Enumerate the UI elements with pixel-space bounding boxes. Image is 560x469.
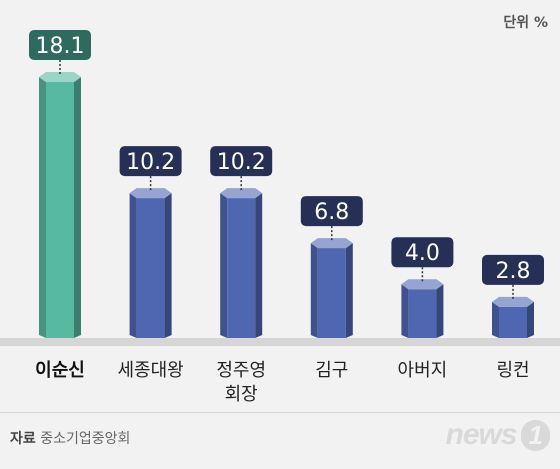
value-label: 4.0 <box>405 241 440 266</box>
value-label-box <box>29 30 91 60</box>
bar <box>317 248 346 338</box>
value-label: 6.8 <box>314 200 349 225</box>
bar-side-left <box>220 193 228 338</box>
value-label: 10.2 <box>126 150 175 175</box>
value-label: 18.1 <box>36 34 85 59</box>
value-label-box <box>391 237 454 268</box>
bar-side-right <box>436 284 444 338</box>
baseline <box>0 338 560 346</box>
bar-cap <box>39 72 81 82</box>
bar-cap <box>129 188 172 199</box>
bar-side-left <box>129 193 137 338</box>
logo-text: news <box>445 418 518 451</box>
bar <box>227 198 256 338</box>
value-label-box <box>300 196 363 227</box>
category-label: 정주영 <box>216 360 266 381</box>
bar-side-left <box>39 77 46 338</box>
value-label: 2.8 <box>496 259 531 284</box>
category-label: 회장 <box>225 384 258 405</box>
bar-cap <box>492 296 534 307</box>
news1-logo: news 1 <box>445 418 550 452</box>
category-label: 김구 <box>315 360 348 381</box>
bar-cap <box>310 238 353 249</box>
bar-side-right <box>345 243 353 338</box>
bar-side-left <box>401 284 409 338</box>
bar-cap <box>220 188 263 199</box>
source-text: 중소기업중앙회 <box>40 431 131 447</box>
unit-label: 단위 % <box>503 15 548 31</box>
bar-side-right <box>255 193 263 338</box>
bar-side-right <box>164 193 172 338</box>
value-label-box <box>119 146 182 177</box>
category-label: 아버지 <box>398 360 448 381</box>
category-label: 링컨 <box>496 360 529 381</box>
bar-side-right <box>527 301 534 338</box>
bar <box>499 306 527 338</box>
category-label: 이순신 <box>35 360 85 381</box>
logo-mark: 1 <box>520 420 550 451</box>
bar-cap <box>401 279 444 290</box>
bar-side-right <box>74 77 81 338</box>
footer-divider <box>0 412 560 413</box>
source-note: 자료 중소기업중앙회 <box>10 428 130 448</box>
bar <box>408 289 437 338</box>
source-label: 자료 <box>10 431 36 447</box>
bar <box>46 82 74 338</box>
category-label: 세종대왕 <box>117 360 183 381</box>
bar-side-left <box>310 243 318 338</box>
value-label-box <box>482 254 544 285</box>
value-label: 10.2 <box>217 150 266 175</box>
value-label-box <box>210 146 273 177</box>
bar <box>136 198 165 338</box>
bar-side-left <box>492 301 499 338</box>
